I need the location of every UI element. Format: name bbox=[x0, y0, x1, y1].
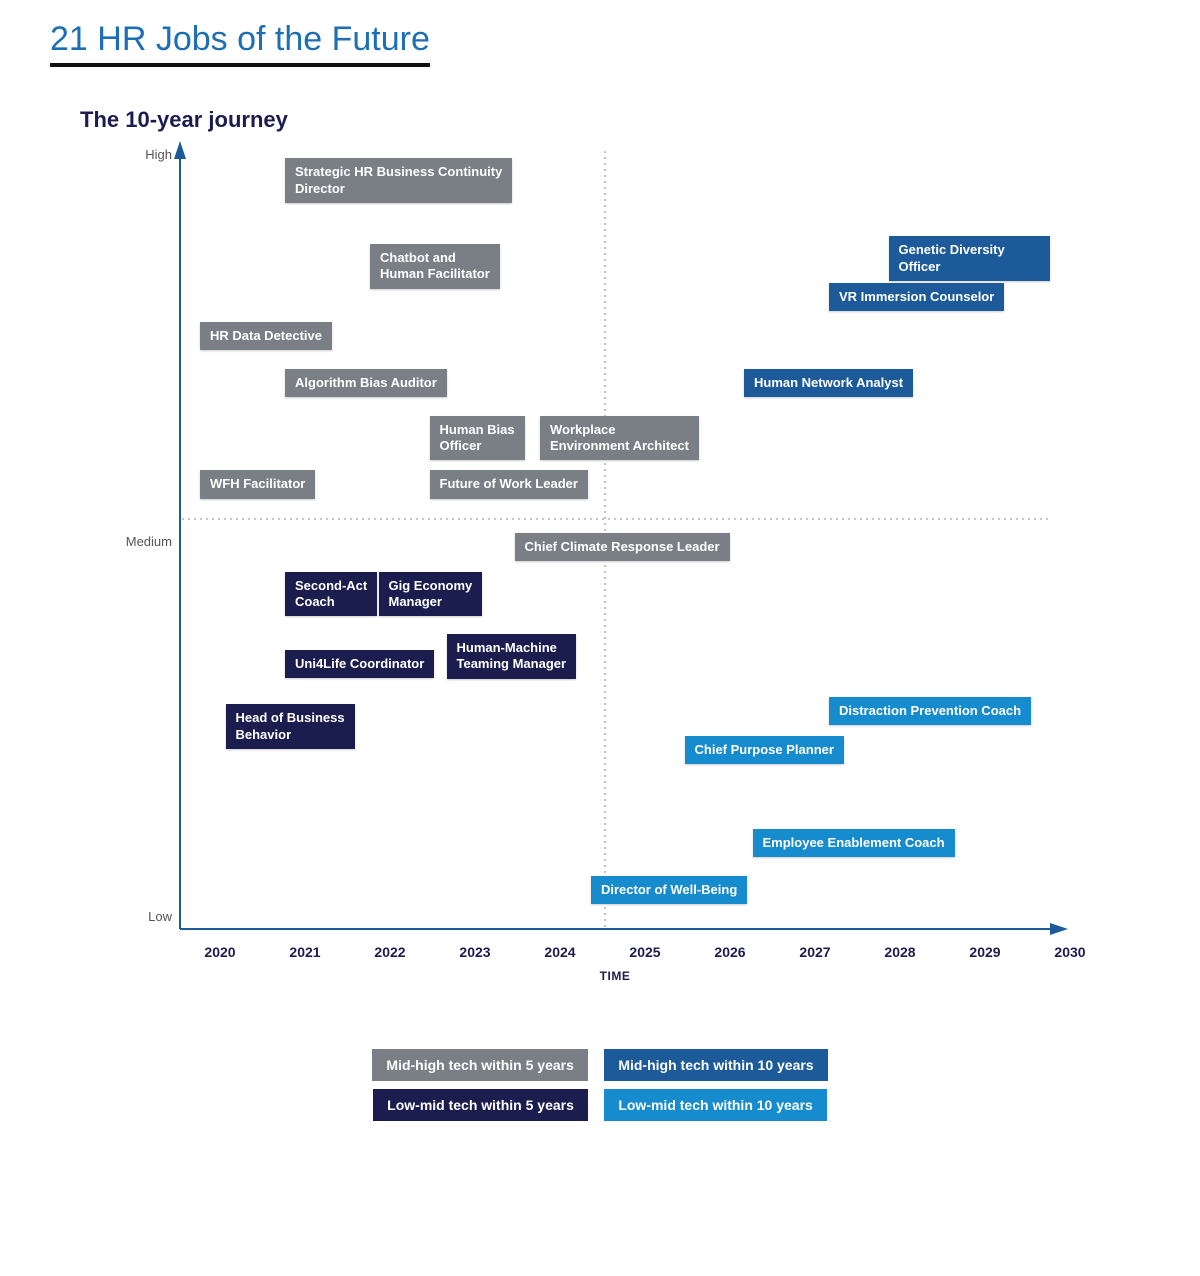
legend-item: Mid-high tech within 10 years bbox=[604, 1049, 827, 1081]
job-box: WFH Facilitator bbox=[200, 470, 315, 498]
job-box: Workplace Environment Architect bbox=[540, 416, 699, 461]
job-box: Chief Climate Response Leader bbox=[515, 533, 730, 561]
job-box: Director of Well-Being bbox=[591, 876, 747, 904]
x-tick: 2020 bbox=[204, 944, 235, 960]
x-tick: 2023 bbox=[459, 944, 490, 960]
job-box: Employee Enablement Coach bbox=[753, 829, 955, 857]
legend: Mid-high tech within 5 years Mid-high te… bbox=[50, 1049, 1150, 1121]
job-box: Human-Machine Teaming Manager bbox=[447, 634, 577, 679]
x-tick: 2024 bbox=[544, 944, 575, 960]
x-tick: 2029 bbox=[969, 944, 1000, 960]
job-box: Distraction Prevention Coach bbox=[829, 697, 1031, 725]
legend-item: Low-mid tech within 10 years bbox=[604, 1089, 827, 1121]
page-title: 21 HR Jobs of the Future bbox=[50, 20, 430, 67]
job-box: HR Data Detective bbox=[200, 322, 332, 350]
legend-item: Low-mid tech within 5 years bbox=[373, 1089, 588, 1121]
subtitle: The 10-year journey bbox=[80, 107, 1150, 133]
x-tick: 2025 bbox=[629, 944, 660, 960]
job-box: VR Immersion Counselor bbox=[829, 283, 1004, 311]
job-box: Algorithm Bias Auditor bbox=[285, 369, 447, 397]
job-box: Gig Economy Manager bbox=[379, 572, 483, 617]
x-tick: 2021 bbox=[289, 944, 320, 960]
chart-plot-area: Strategic HR Business Continuity Directo… bbox=[180, 149, 1050, 929]
job-box: Chatbot and Human Facilitator bbox=[370, 244, 500, 289]
x-tick: 2026 bbox=[714, 944, 745, 960]
x-tick: 2030 bbox=[1054, 944, 1085, 960]
x-tick: 2022 bbox=[374, 944, 405, 960]
job-box: Human Network Analyst bbox=[744, 369, 913, 397]
legend-item: Mid-high tech within 5 years bbox=[372, 1049, 587, 1081]
job-box: Second-Act Coach bbox=[285, 572, 377, 617]
x-tick: 2028 bbox=[884, 944, 915, 960]
job-box: Chief Purpose Planner bbox=[685, 736, 844, 764]
job-box: Strategic HR Business Continuity Directo… bbox=[285, 158, 512, 203]
chart-container: LEVEL OF TECH CENTRICITY TIME High Mediu… bbox=[50, 139, 1110, 1039]
job-box: Genetic Diversity Officer bbox=[889, 236, 1051, 281]
job-box: Uni4Life Coordinator bbox=[285, 650, 434, 678]
job-box: Future of Work Leader bbox=[430, 470, 588, 498]
job-box: Head of Business Behavior bbox=[226, 704, 355, 749]
job-box: Human Bias Officer bbox=[430, 416, 525, 461]
x-tick: 2027 bbox=[799, 944, 830, 960]
